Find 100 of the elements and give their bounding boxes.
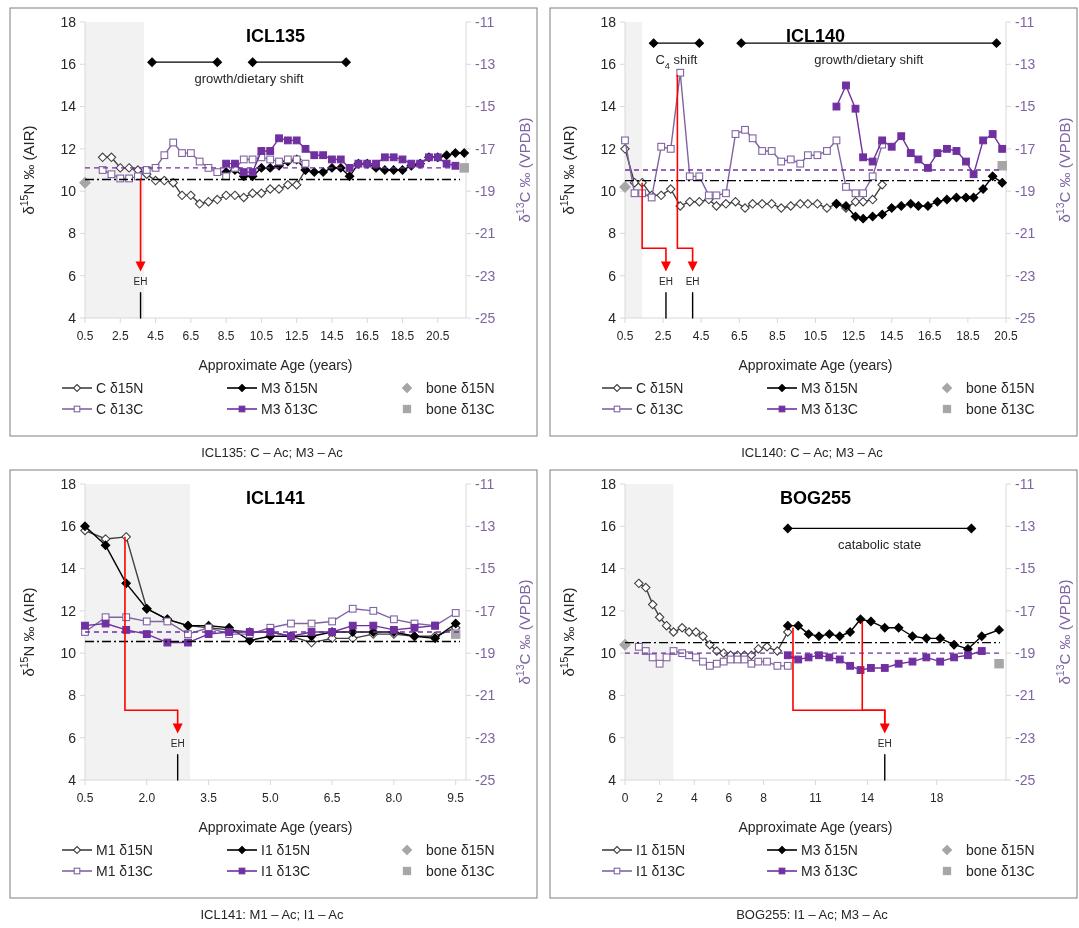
x-tick-label: 6.5: [730, 329, 748, 343]
series-label: EH: [877, 737, 892, 749]
y2-tick-label: -17: [475, 140, 496, 157]
x-tick-label: 5.0: [262, 791, 280, 805]
legend-label: C δ15N: [96, 379, 144, 396]
y-tick-label: 18: [600, 475, 617, 492]
x-tick-label: 8.5: [217, 329, 235, 343]
x-tick-label: 4.5: [147, 329, 165, 343]
series-label: EH: [659, 275, 673, 287]
series-label: catabolic state: [838, 536, 922, 552]
y2-tick-label: -19: [475, 183, 496, 200]
x-tick-label: 6.5: [323, 791, 341, 805]
y2-tick-label: -21: [1015, 687, 1036, 704]
x-axis-title: Approximate Age (years): [738, 819, 893, 835]
y2-tick-label: -11: [475, 13, 495, 30]
y2-tick-label: -15: [1015, 98, 1036, 115]
x-tick-label: 20.5: [426, 329, 450, 343]
x-axis-title: Approximate Age (years): [198, 357, 353, 373]
legend-label: bone δ15N: [966, 841, 1035, 858]
y2-tick-label: -25: [1015, 771, 1036, 788]
legend-label: M3 δ15N: [261, 379, 318, 396]
legend-label: bone δ13C: [966, 400, 1035, 417]
legend-label: bone δ15N: [426, 379, 495, 396]
y2-tick-label: -19: [1015, 645, 1036, 662]
y-tick-label: 8: [68, 687, 77, 704]
y-tick-label: 4: [68, 771, 77, 788]
legend-label: M3 δ15N: [801, 379, 858, 396]
y2-tick-label: -15: [475, 98, 496, 115]
chart-title: BOG255: [779, 488, 852, 508]
x-tick-label: 2.5: [654, 329, 672, 343]
chart-title: ICL135: [245, 26, 306, 46]
y2-tick-label: -25: [475, 771, 496, 788]
legend-label: C δ15N: [636, 379, 684, 396]
legend-label: I1 δ13C: [261, 862, 311, 879]
x-tick-label: 0: [621, 791, 629, 805]
y2-tick-label: -21: [475, 225, 496, 242]
x-axis-title: Approximate Age (years): [738, 357, 893, 373]
y2-tick-label: -23: [475, 729, 496, 746]
legend-label: M1 δ15N: [96, 841, 153, 858]
legend-label: M3 δ13C: [801, 400, 858, 417]
y2-tick-label: -11: [1015, 475, 1035, 492]
x-tick-label: 11: [809, 791, 823, 805]
y-tick-label: 10: [60, 183, 77, 200]
y2-tick-label: -13: [1015, 518, 1036, 535]
y2-tick-label: -17: [1015, 140, 1036, 157]
legend-label: M3 δ13C: [261, 400, 318, 417]
y-tick-label: 16: [60, 56, 77, 73]
y2-tick-label: -17: [475, 602, 496, 619]
y-tick-label: 18: [60, 13, 77, 30]
legend-label: M3 δ15N: [801, 841, 858, 858]
y2-tick-label: -19: [1015, 183, 1036, 200]
x-tick-label: 16.5: [355, 329, 380, 343]
y2-tick-label: -11: [475, 475, 495, 492]
y-tick-label: 10: [60, 645, 77, 662]
y-tick-label: 6: [68, 729, 77, 746]
y2-tick-label: -25: [1015, 309, 1036, 326]
y-tick-label: 12: [600, 140, 617, 157]
y-tick-label: 8: [608, 687, 617, 704]
legend-label: I1 δ15N: [261, 841, 311, 858]
x-tick-label: 12.5: [284, 329, 309, 343]
x-axis-title: Approximate Age (years): [198, 819, 353, 835]
series-label: EH: [685, 275, 700, 287]
chart-title: ICL141: [245, 488, 306, 508]
y-tick-label: 14: [600, 560, 617, 577]
y-tick-label: 12: [600, 602, 617, 619]
legend-label: C δ13C: [96, 400, 144, 417]
text: ICL141: M1 – Ac; I1 – Ac: [200, 907, 345, 922]
legend-label: bone δ15N: [426, 841, 495, 858]
x-tick-label: 14: [860, 791, 875, 805]
y2-tick-label: -15: [1015, 560, 1036, 577]
legend-label: M1 δ13C: [96, 862, 153, 879]
y-tick-label: 18: [600, 13, 617, 30]
y2-tick-label: -17: [1015, 602, 1036, 619]
x-tick-label: 14.5: [320, 329, 344, 343]
series-label: C$_{4}$ shift: [655, 51, 698, 71]
y-tick-label: 6: [608, 729, 617, 746]
x-tick-label: 2.5: [111, 329, 129, 343]
x-tick-label: 3.5: [200, 791, 218, 805]
y2-tick-label: -19: [475, 645, 496, 662]
x-tick-label: 0.5: [616, 329, 634, 343]
y-tick-label: 14: [600, 98, 617, 115]
text: BOG255: I1 – Ac; M3 – Ac: [736, 907, 889, 922]
y-tick-label: 16: [60, 518, 77, 535]
y-tick-label: 14: [60, 560, 77, 577]
x-tick-label: 8: [760, 791, 768, 805]
y-tick-label: 16: [600, 56, 617, 73]
legend-label: bone δ15N: [966, 379, 1035, 396]
y-tick-label: 18: [60, 475, 77, 492]
x-tick-label: 10.5: [249, 329, 274, 343]
y-tick-label: 6: [608, 267, 617, 284]
x-tick-label: 6.5: [182, 329, 200, 343]
legend-label: I1 δ15N: [636, 841, 686, 858]
series-label: growth/dietary shift: [814, 51, 924, 67]
y-tick-label: 14: [60, 98, 77, 115]
y-tick-label: 10: [600, 645, 617, 662]
series-label: growth/dietary shift: [194, 70, 304, 86]
y2-tick-label: -23: [1015, 267, 1036, 284]
x-tick-label: 9.5: [447, 791, 465, 805]
x-tick-label: 20.5: [994, 329, 1018, 343]
y-tick-label: 12: [60, 602, 77, 619]
